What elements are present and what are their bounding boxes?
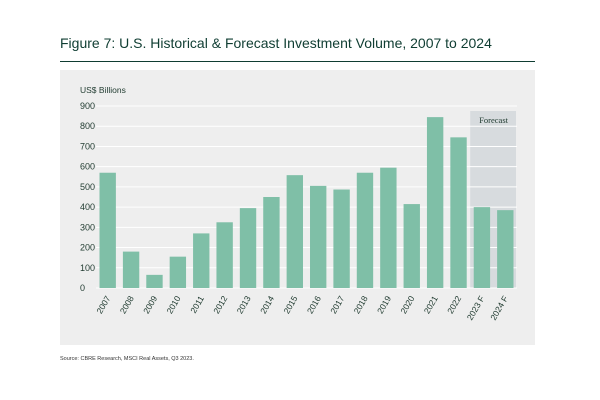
bar-2015: [286, 175, 303, 288]
y-tick-label: 200: [80, 243, 95, 253]
x-tick-label: 2024 F: [488, 294, 510, 322]
x-tick-label: 2007: [94, 294, 112, 316]
bar-2007: [99, 172, 116, 288]
x-tick-label: 2019: [375, 294, 393, 316]
bar-2008: [122, 251, 140, 288]
bar-2014: [263, 197, 280, 288]
figure-title: Figure 7: U.S. Historical & Forecast Inv…: [60, 35, 492, 51]
x-tick-label: 2015: [281, 294, 299, 316]
bar-2011: [193, 233, 210, 288]
bar-2016: [310, 185, 327, 288]
bar-2018: [356, 172, 374, 288]
x-axis-ticks: 2007 2008 2009 2010 2011 2012 2013 2014 2015 2016…: [94, 294, 510, 322]
y-tick-label: 100: [80, 263, 95, 273]
x-tick-label: 2018: [352, 294, 370, 316]
x-tick-label: 2013: [235, 294, 253, 316]
y-tick-label: 600: [80, 162, 95, 172]
source-note: Source: CBRE Research, MSCI Real Assets,…: [60, 356, 194, 362]
bar-2020: [403, 204, 420, 288]
x-tick-label: 2008: [118, 294, 136, 316]
y-axis-label: US$ Billions: [80, 85, 126, 95]
y-tick-label: 800: [80, 121, 95, 131]
x-tick-label: 2017: [328, 294, 346, 316]
x-tick-label: 2012: [211, 294, 229, 316]
y-tick-label: 500: [80, 182, 95, 192]
x-tick-label: 2020: [398, 294, 416, 316]
x-tick-label: 2014: [258, 294, 276, 316]
x-tick-label: 2022: [445, 294, 463, 316]
forecast-label: Forecast: [479, 115, 508, 125]
y-tick-label: 700: [80, 141, 95, 151]
bar-2022: [450, 137, 467, 288]
y-tick-label: 900: [80, 101, 95, 111]
bar-2021: [426, 117, 444, 288]
gridlines: [96, 105, 517, 289]
bar-2024-f: [497, 210, 514, 288]
bar-2009: [146, 274, 163, 288]
bar-2012: [216, 222, 233, 288]
x-tick-label: 2023 F: [465, 294, 487, 322]
x-tick-label: 2009: [141, 294, 159, 316]
y-tick-label: 0: [80, 283, 85, 293]
y-tick-label: 400: [80, 202, 95, 212]
bar-2019: [380, 167, 397, 288]
x-tick-label: 2011: [188, 294, 206, 315]
bar-2010: [169, 256, 187, 288]
x-tick-label: 2010: [164, 294, 182, 316]
bar-2023-f: [473, 207, 491, 288]
y-axis-ticks: 0 100 200 300 400 500 600 700 800 900: [80, 101, 95, 293]
bar-2017: [333, 189, 350, 288]
x-tick-label: 2016: [305, 294, 323, 316]
y-tick-label: 300: [80, 222, 95, 232]
title-divider: [60, 61, 535, 62]
x-tick-label: 2021: [422, 294, 440, 316]
bars: [99, 117, 514, 288]
bar-2013: [239, 208, 257, 288]
